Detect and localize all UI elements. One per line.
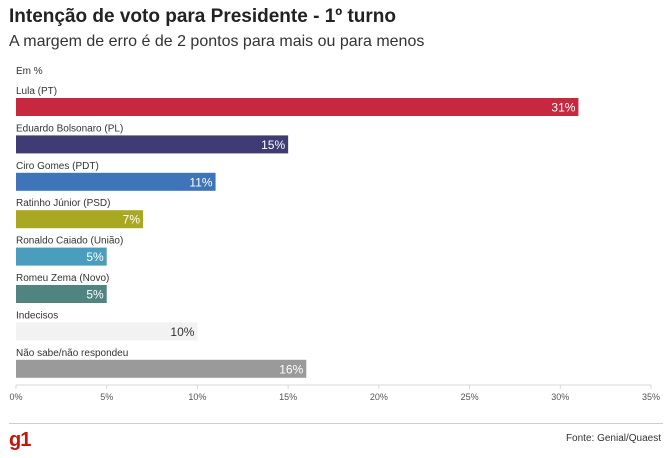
unit-label: Em % <box>16 66 43 77</box>
bar <box>16 210 143 229</box>
data-label: 15% <box>261 138 285 152</box>
data-label: 5% <box>86 288 104 302</box>
category-label: Ratinho Júnior (PSD) <box>16 198 110 209</box>
data-label: 5% <box>86 250 104 264</box>
x-tick-label: 25% <box>461 392 479 402</box>
data-label: 16% <box>279 362 303 376</box>
data-label: 31% <box>551 101 575 115</box>
x-tick-label: 30% <box>551 392 569 402</box>
category-label: Ciro Gomes (PDT) <box>16 161 99 172</box>
footer-divider <box>9 423 663 424</box>
source-note: Fonte: Genial/Quaest <box>565 433 661 444</box>
bar <box>16 285 107 303</box>
category-label: Não sabe/não respondeu <box>16 348 128 359</box>
data-label: 11% <box>189 175 212 189</box>
x-tick-label: 15% <box>279 392 297 402</box>
category-label: Indecisos <box>16 310 58 321</box>
x-tick-label: 0% <box>9 392 22 402</box>
category-label: Eduardo Bolsonaro (PL) <box>16 123 123 134</box>
bar <box>16 135 289 154</box>
bar <box>16 172 216 191</box>
category-label: Romeu Zema (Novo) <box>16 273 109 284</box>
bar <box>16 98 579 116</box>
data-label: 10% <box>170 325 194 339</box>
data-label: 7% <box>123 213 141 227</box>
g1-logo: g1 <box>9 429 31 451</box>
x-tick-label: 20% <box>370 392 388 402</box>
x-tick-label: 35% <box>642 392 660 402</box>
chart-subtitle: A margem de erro é de 2 pontos para mais… <box>9 33 425 50</box>
category-label: Ronaldo Caiado (União) <box>16 236 123 247</box>
bar <box>16 359 307 378</box>
bar <box>16 247 107 266</box>
bar <box>16 322 198 341</box>
x-tick-label: 10% <box>188 392 206 402</box>
chart-title: Intenção de voto para Presidente - 1º tu… <box>9 6 397 27</box>
x-tick-label: 5% <box>100 392 113 402</box>
category-label: Lula (PT) <box>16 86 57 97</box>
